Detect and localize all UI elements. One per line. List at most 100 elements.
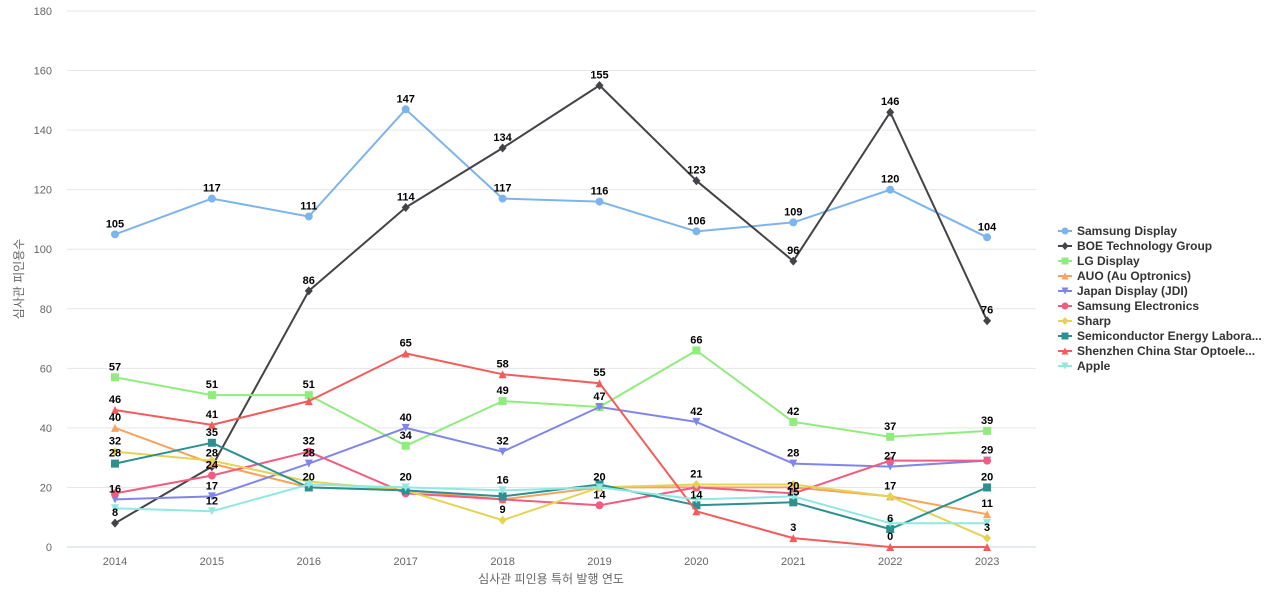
data-point <box>111 459 119 468</box>
data-label: 37 <box>884 421 896 433</box>
data-label: 58 <box>496 358 508 370</box>
data-label: 155 <box>590 69 608 81</box>
data-point <box>692 176 701 186</box>
data-point <box>595 403 604 412</box>
legend-item[interactable]: AUO (Au Optronics) <box>1058 269 1191 283</box>
data-label: 42 <box>690 406 702 418</box>
data-label: 57 <box>109 361 121 373</box>
data-point <box>111 406 119 415</box>
series-lines <box>111 80 992 551</box>
legend-item[interactable]: Sharp <box>1058 314 1111 328</box>
x-tick-label: 2022 <box>878 556 902 568</box>
gridlines <box>67 10 1036 548</box>
data-point <box>111 230 119 239</box>
data-label: 111 <box>300 200 317 212</box>
data-point <box>111 373 119 382</box>
legend-item[interactable]: Japan Display (JDI) <box>1058 284 1188 298</box>
data-point <box>304 212 313 221</box>
data-point <box>498 194 507 203</box>
data-point <box>304 447 313 456</box>
data-label: 20 <box>400 471 412 483</box>
data-point <box>111 447 119 457</box>
x-tick-label: 2015 <box>200 556 224 568</box>
x-tick-label: 2016 <box>297 556 321 568</box>
data-point <box>111 489 119 498</box>
data-point <box>983 533 992 543</box>
x-tick-label: 2023 <box>975 556 999 568</box>
legend-item[interactable]: BOE Technology Group <box>1058 239 1212 253</box>
y-tick-label: 20 <box>40 482 52 494</box>
legend-item[interactable]: Shenzhen China Star Optoele... <box>1058 344 1255 358</box>
series-line <box>114 406 989 501</box>
data-label: 24 <box>206 460 219 472</box>
data-label: 28 <box>787 448 799 460</box>
legend-item[interactable]: Samsung Display <box>1058 224 1177 238</box>
data-point <box>692 501 701 510</box>
series-line <box>114 108 989 239</box>
data-point <box>401 349 410 358</box>
data-point <box>401 203 410 213</box>
data-point <box>595 483 604 492</box>
data-point <box>401 441 410 450</box>
data-point <box>498 492 507 501</box>
series-apple <box>111 480 992 528</box>
data-point <box>692 507 701 516</box>
legend-item[interactable]: LG Display <box>1058 254 1140 268</box>
data-point <box>983 543 992 551</box>
data-point <box>886 491 895 501</box>
data-point <box>595 379 604 388</box>
data-label: 20 <box>303 471 315 483</box>
data-point <box>111 504 119 513</box>
data-point <box>692 346 701 355</box>
legend-label: Apple <box>1077 359 1111 373</box>
data-point <box>304 480 313 489</box>
data-point <box>207 507 216 516</box>
data-point <box>111 423 119 432</box>
data-label: 28 <box>206 448 218 460</box>
data-point <box>111 495 119 504</box>
series-shenzhen-china-star-optoele <box>111 349 992 551</box>
data-label: 109 <box>784 206 802 218</box>
data-point <box>789 218 798 227</box>
legend-item[interactable]: Apple <box>1058 359 1111 373</box>
data-point <box>789 459 798 468</box>
data-point <box>207 420 216 429</box>
data-label: 46 <box>109 394 121 406</box>
y-tick-label: 160 <box>34 66 52 78</box>
data-label: 14 <box>593 489 606 501</box>
data-label: 27 <box>884 451 896 463</box>
data-point <box>692 417 701 426</box>
data-point <box>595 80 604 90</box>
series-samsung-display <box>111 105 992 242</box>
data-point <box>207 194 216 203</box>
data-point <box>207 391 216 400</box>
y-tick-label: 140 <box>34 125 52 137</box>
data-point <box>789 256 798 266</box>
data-label: 17 <box>206 480 218 492</box>
data-label: 104 <box>978 221 997 233</box>
data-label: 21 <box>690 468 702 480</box>
data-label: 55 <box>593 367 605 379</box>
data-point <box>111 518 119 528</box>
y-tick-label: 120 <box>34 185 52 197</box>
data-point <box>886 543 895 551</box>
data-label: 29 <box>981 445 993 457</box>
legend-marker <box>1061 272 1069 280</box>
series-line <box>114 441 989 531</box>
data-label: 3 <box>984 522 990 534</box>
data-label: 117 <box>494 183 512 195</box>
data-point <box>983 510 992 519</box>
legend-item[interactable]: Semiconductor Energy Labora... <box>1058 329 1262 343</box>
data-label: 16 <box>496 474 508 486</box>
data-label: 3 <box>790 522 796 534</box>
legend-item[interactable]: Samsung Electronics <box>1058 299 1199 313</box>
data-label: 51 <box>303 379 315 391</box>
y-tick-label: 60 <box>40 363 52 375</box>
legend-label: LG Display <box>1077 254 1140 268</box>
legend-marker <box>1061 227 1069 235</box>
data-point <box>886 462 895 471</box>
data-point <box>692 479 701 489</box>
data-label: 134 <box>493 132 512 144</box>
